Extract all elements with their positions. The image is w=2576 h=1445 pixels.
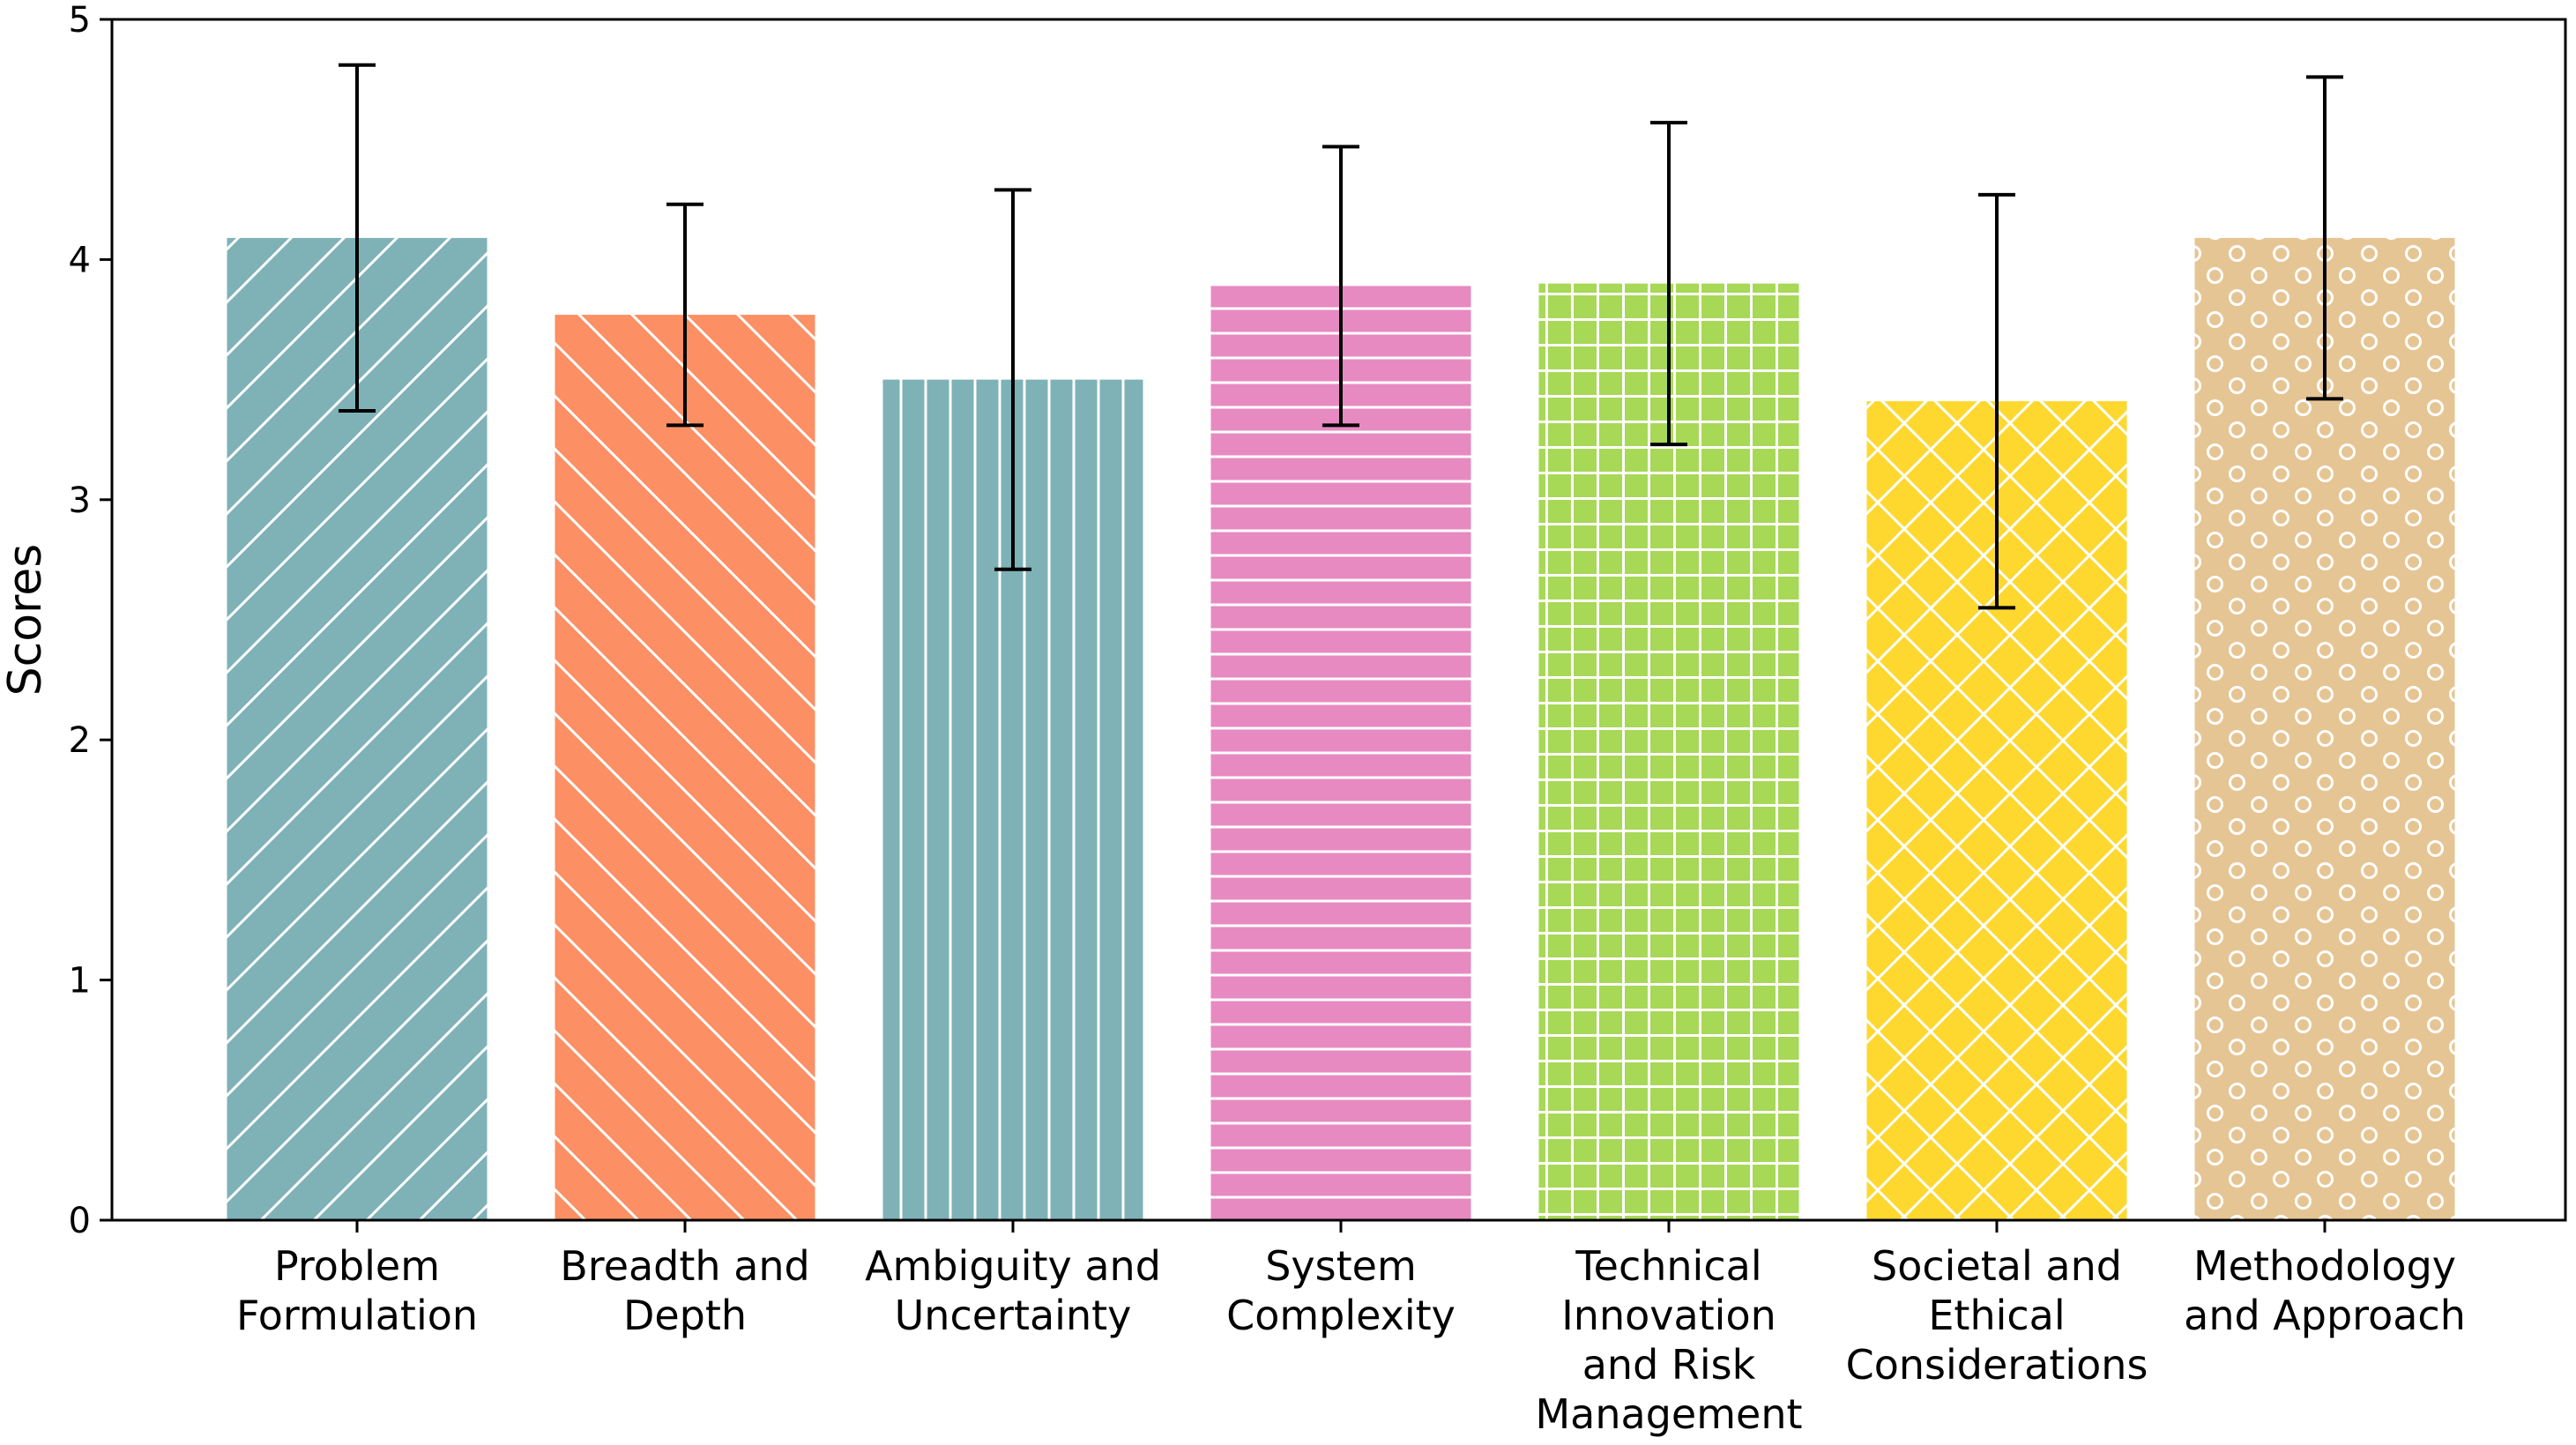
y-tick-label-2: 2 <box>69 720 91 761</box>
x-tick-label-6: Societal and Ethical Considerations <box>1846 1242 2148 1389</box>
x-axis: Problem Formulation Breadth and Depth Ambigu… <box>236 1220 2466 1438</box>
y-tick-label-5: 5 <box>69 0 91 41</box>
bar-2 <box>555 315 815 1220</box>
x-tick-label-1: Problem Formulation <box>236 1242 478 1339</box>
x-tick-label-7: Methodology and Approach <box>2184 1242 2466 1339</box>
bars-layer <box>227 237 2455 1221</box>
plot-frame <box>110 18 2567 1222</box>
bar-7 <box>2194 237 2455 1220</box>
y-axis: 0 1 2 3 4 5 <box>69 0 112 1241</box>
x-tick-label-2: Breadth and Depth <box>560 1242 810 1339</box>
error-bar-3 <box>994 188 1031 571</box>
y-tick-label-0: 0 <box>69 1201 91 1241</box>
error-bar-6 <box>1978 192 2015 610</box>
x-tick-label-3: Ambiguity and Uncertainty <box>865 1242 1161 1339</box>
y-tick-label-1: 1 <box>69 961 91 1002</box>
error-bar-1 <box>339 63 376 413</box>
y-tick-label-4: 4 <box>69 240 91 280</box>
error-bars-layer <box>339 63 2343 610</box>
error-bar-4 <box>1322 145 1359 428</box>
y-axis-title: Scores <box>0 544 52 696</box>
error-bar-2 <box>666 202 704 428</box>
x-tick-label-5: Technical Innovation and Risk Management <box>1535 1242 1802 1438</box>
error-bar-5 <box>1650 121 1687 447</box>
bar-4 <box>1210 286 1471 1220</box>
x-tick-label-4: System Complexity <box>1226 1242 1456 1339</box>
y-tick-label-3: 3 <box>69 480 91 521</box>
error-bar-7 <box>2306 75 2343 401</box>
